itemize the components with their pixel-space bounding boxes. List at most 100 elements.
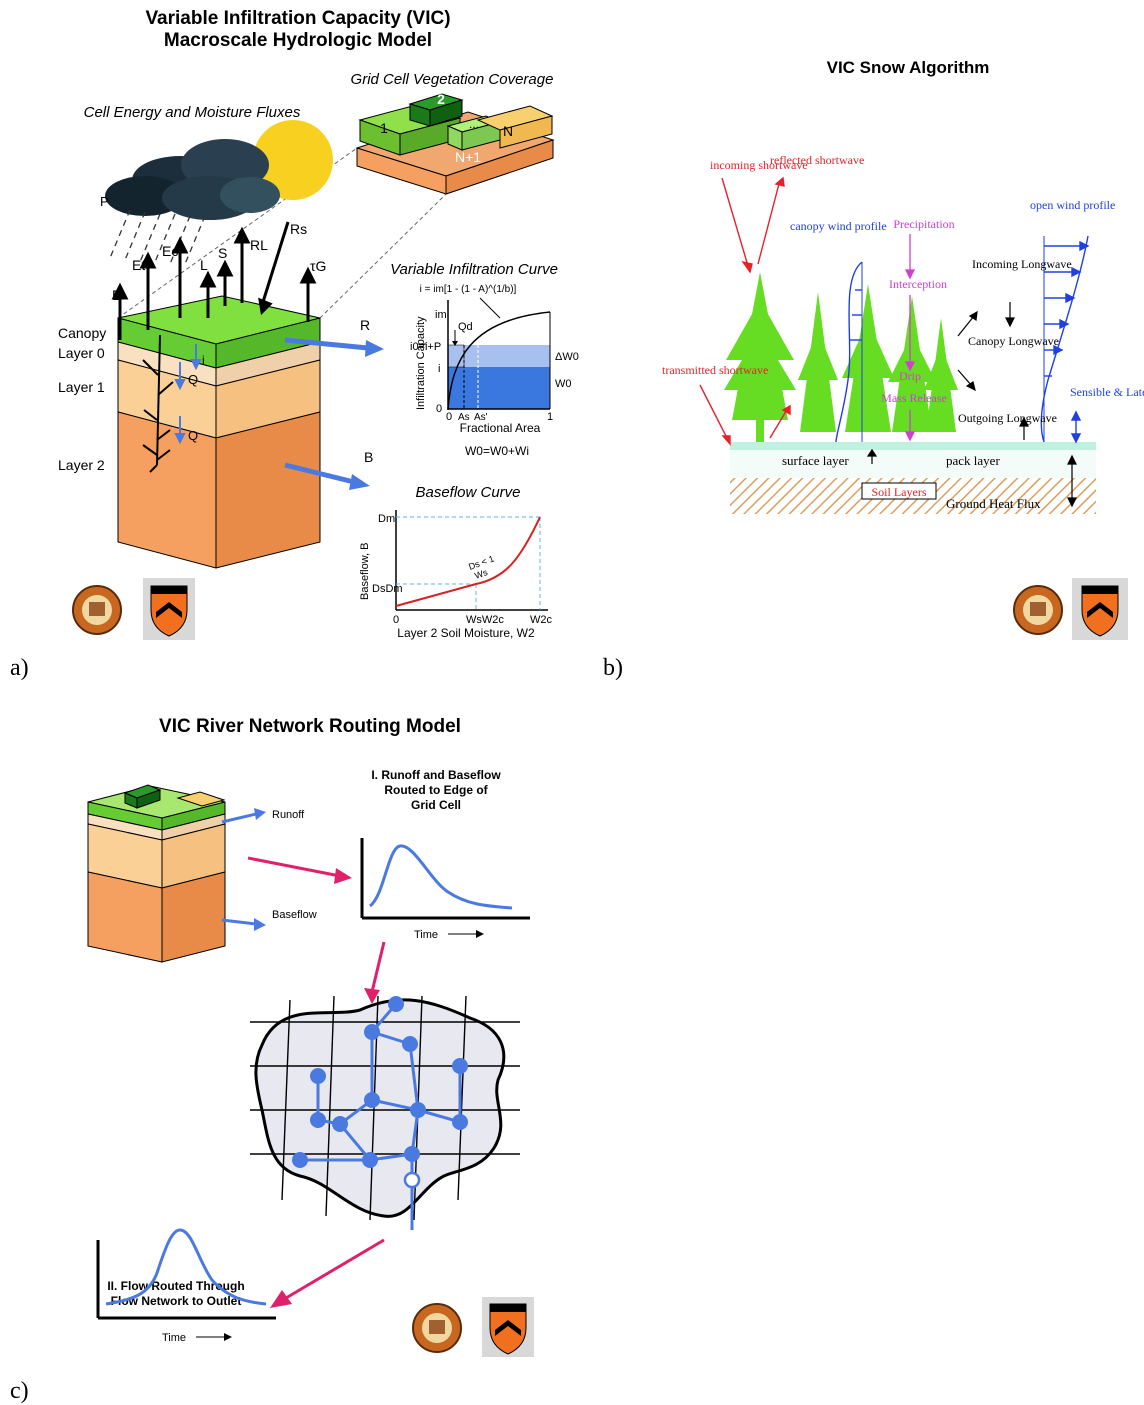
canopy-longwave-label: Canopy Longwave [968, 334, 1059, 348]
infiltration-footer: W0=W0+Wi [465, 444, 529, 458]
infiltration-ylabel: Infiltration Capacity [415, 316, 427, 410]
baseflow-mark-w2c: W2c [530, 614, 553, 626]
routing-arrow [270, 1238, 385, 1308]
pack-layer-label: pack layer [946, 453, 1000, 468]
cloud-icon [105, 139, 280, 220]
baseflow-mark-dsdm: DsDm [372, 583, 403, 595]
surface-layer-arrow [866, 448, 878, 464]
baseflow-mark-zero: 0 [393, 614, 399, 626]
soil-layers-label: Soil Layers [872, 485, 927, 499]
baseflow-title: Baseflow Curve [415, 484, 520, 501]
soil-column [117, 295, 321, 569]
flux-label-tau-g: τG [310, 258, 326, 274]
time-label-1: Time [414, 929, 438, 941]
hydrograph-2 [96, 1228, 276, 1320]
tree-icon [842, 284, 894, 432]
open-wind-profile [1040, 235, 1089, 443]
runoff-arrow [284, 337, 384, 357]
baseflow-mark-ws-small: Ws [473, 567, 489, 581]
precipitation-label: Precipitation [893, 217, 954, 231]
baseflow-label: B [364, 449, 373, 465]
river-network-map [250, 995, 520, 1230]
canopy-wind-profile [835, 261, 863, 443]
baseflow-mark-ws: WsW2c [466, 614, 504, 626]
infiltration-title: Variable Infiltration Curve [390, 261, 558, 278]
panel-label-a: a) [10, 655, 29, 681]
layer-label-0: Layer 0 [58, 345, 105, 361]
flux-label-ec: Ec [162, 243, 178, 259]
step2-line2: Flow Network to Outlet [111, 1294, 242, 1308]
layer-label-2: Layer 2 [58, 457, 105, 473]
flux-label-rs: Rs [290, 221, 307, 237]
infiltration-mark-w0: W0 [555, 378, 572, 390]
soil-layers-box [861, 482, 937, 500]
baseflow-label: Baseflow [272, 909, 317, 921]
layer-flux-arrows [174, 344, 202, 445]
canopy-wind-label: canopy wind profile [790, 219, 887, 233]
sun-icon [253, 120, 333, 200]
title-line-2: Macroscale Hydrologic Model [164, 30, 432, 51]
infiltration-mark-zero-y: 0 [436, 403, 442, 415]
baseflow-mark-dm: Dm [378, 513, 395, 525]
root-system [142, 334, 174, 473]
outlet-marker [403, 1171, 421, 1189]
university-seal-logo [412, 1303, 462, 1353]
university-seal-logo [72, 585, 122, 635]
flux-label-et: Et [132, 257, 145, 273]
interception-label: Interception [889, 277, 947, 291]
infiltration-curve-plot [447, 297, 551, 410]
panel-label-c: c) [10, 1378, 29, 1404]
sensible-heat-label: Sensible & Latent Heat [1070, 385, 1144, 399]
reflected-shortwave-label: reflected shortwave [770, 153, 864, 167]
step1-line2: Routed to Edge of [384, 783, 488, 797]
baseflow-curve-plot [395, 510, 548, 611]
title-line-1: Variable Infiltration Capacity (VIC) [145, 8, 450, 29]
incoming-longwave-label: Incoming Longwave [972, 257, 1072, 271]
snow-algorithm-diagram: VIC Snow Algorithm incoming shortwave re… [662, 58, 1144, 640]
time-arrow-2 [196, 1333, 232, 1341]
flux-label-s: S [218, 245, 227, 261]
precipitation-arrows [904, 234, 916, 442]
flux-label-i: i [202, 353, 205, 367]
snow-surface-layer [730, 442, 1096, 450]
tile-label-n: N [503, 123, 513, 139]
time-label-2: Time [162, 1332, 186, 1344]
infiltration-mark-as: As [458, 412, 470, 423]
hydrograph-1 [360, 838, 530, 920]
infiltration-mark-im: im [435, 309, 447, 321]
panel-label-b: b) [603, 655, 623, 681]
layer-label-canopy: Canopy [58, 325, 106, 341]
runoff-label: R [360, 317, 370, 333]
longwave-arrows [957, 302, 1029, 440]
river-routing-diagram: VIC River Network Routing Model Runoff B… [87, 716, 534, 1357]
infiltration-mark-zero-x: 0 [446, 411, 452, 423]
ground-heat-arrow [1067, 454, 1077, 508]
step2-line1: II. Flow Routed Through [107, 1279, 244, 1293]
infiltration-mark-qd: Qd [458, 321, 473, 333]
flux-label-l: L [200, 257, 208, 273]
outgoing-longwave-label: Outgoing Longwave [958, 411, 1057, 425]
open-wind-label: open wind profile [1030, 198, 1115, 212]
infiltration-xlabel: Fractional Area [460, 421, 541, 435]
mass-release-label: Mass Release [881, 391, 947, 405]
tree-icon [924, 318, 958, 432]
ground-heat-label: Ground Heat Flux [946, 496, 1041, 511]
tree-icon [798, 292, 838, 432]
sensible-heat-arrow [1070, 410, 1082, 444]
infiltration-mark-i0: i0=i+P [410, 341, 441, 353]
flux-label-rl: RL [250, 237, 268, 253]
vic-model-diagram: Variable Infiltration Capacity (VIC) Mac… [58, 8, 579, 640]
drip-label: Drip [899, 369, 921, 383]
routing-title: VIC River Network Routing Model [159, 716, 461, 737]
baseflow-ylabel: Baseflow, B [359, 543, 371, 600]
infiltration-mark-i: i [438, 363, 440, 375]
runoff-arrow [221, 808, 266, 824]
tile-label-1: 1 [380, 120, 388, 136]
princeton-shield-logo [482, 1297, 534, 1357]
baseflow-arrow [221, 918, 266, 931]
princeton-shield-logo [1072, 578, 1128, 640]
time-arrow-1 [448, 930, 484, 938]
routing-arrow [364, 941, 386, 1004]
step1-line1: I. Runoff and Baseflow [371, 768, 501, 782]
grid-cell-block: 2 1 ... N N+1 [355, 91, 555, 195]
